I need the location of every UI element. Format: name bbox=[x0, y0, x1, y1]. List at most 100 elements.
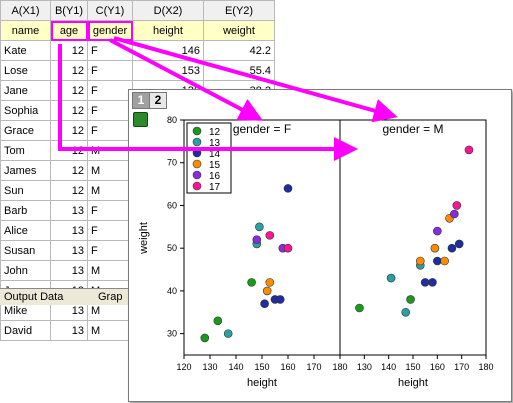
column-header-a[interactable]: A(X1) bbox=[0, 0, 51, 21]
x-tick-label: 140 bbox=[381, 362, 396, 372]
table-cell[interactable]: 13 bbox=[50, 200, 88, 221]
long-name-cell-gender[interactable]: gender bbox=[87, 20, 133, 41]
table-cell[interactable]: F bbox=[87, 120, 133, 141]
x-axis-label: height bbox=[398, 377, 428, 389]
table-cell[interactable]: 13 bbox=[50, 260, 88, 281]
table-row: Kate 12 F 146 42.2 bbox=[0, 40, 275, 61]
data-point-age-17 bbox=[452, 201, 462, 210]
long-name-cell-d[interactable]: height bbox=[132, 20, 204, 41]
column-header-d[interactable]: D(X2) bbox=[132, 0, 204, 21]
data-point-age-16 bbox=[433, 226, 442, 236]
tab-graph[interactable]: Grap bbox=[98, 291, 123, 303]
table-cell[interactable]: F bbox=[87, 80, 133, 101]
table-cell[interactable]: Sophia bbox=[0, 100, 51, 121]
table-cell[interactable]: Susan bbox=[0, 240, 51, 261]
table-cell[interactable]: M bbox=[87, 320, 133, 341]
y-tick-label: 60 bbox=[167, 200, 177, 210]
table-cell[interactable]: 12 bbox=[50, 60, 88, 81]
y-tick-label: 40 bbox=[167, 286, 177, 296]
column-header-c[interactable]: C(Y1) bbox=[87, 0, 133, 21]
table-cell[interactable]: M bbox=[87, 260, 133, 281]
table-cell[interactable]: Jane bbox=[0, 80, 51, 101]
long-name-row: name age gender height weight bbox=[0, 20, 275, 41]
table-cell[interactable]: Lose bbox=[0, 60, 51, 81]
column-header-e[interactable]: E(Y2) bbox=[203, 0, 275, 21]
table-cell[interactable]: 12 bbox=[50, 80, 88, 101]
table-cell[interactable]: Kate bbox=[0, 40, 51, 61]
y-tick-label: 80 bbox=[167, 115, 177, 125]
long-name-cell-a[interactable]: name bbox=[0, 20, 51, 41]
data-point-age-14 bbox=[433, 256, 442, 266]
tab-output-data[interactable]: Output Data bbox=[4, 291, 64, 303]
legend-marker-15 bbox=[192, 159, 202, 169]
table-cell[interactable]: F bbox=[87, 220, 133, 241]
table-cell[interactable]: Sun bbox=[0, 180, 51, 201]
column-header-b[interactable]: B(Y1) bbox=[50, 0, 88, 21]
x-tick-label: 120 bbox=[176, 362, 191, 372]
table-cell[interactable]: 12 bbox=[50, 100, 88, 121]
long-name-cell-age[interactable]: age bbox=[50, 20, 88, 41]
table-cell[interactable]: 12 bbox=[50, 40, 88, 61]
table-cell[interactable]: David bbox=[0, 320, 51, 341]
legend-label-15: 15 bbox=[209, 160, 221, 171]
x-axis-label: height bbox=[247, 377, 277, 389]
x-tick-label: 130 bbox=[357, 362, 372, 372]
table-cell[interactable]: 12 bbox=[50, 120, 88, 141]
x-tick-label: 160 bbox=[430, 362, 445, 372]
table-cell[interactable]: 153 bbox=[132, 60, 204, 81]
x-tick-label: 170 bbox=[454, 362, 469, 372]
table-cell[interactable]: 12 bbox=[50, 180, 88, 201]
table-row: Lose 12 F 153 55.4 bbox=[0, 60, 275, 81]
table-cell[interactable]: 42.2 bbox=[203, 40, 275, 61]
table-cell[interactable]: 12 bbox=[50, 160, 88, 181]
data-point-age-14 bbox=[275, 295, 285, 304]
table-cell[interactable]: F bbox=[87, 240, 133, 261]
table-cell[interactable]: M bbox=[87, 180, 133, 201]
data-point-age-12 bbox=[355, 303, 364, 313]
sheet-tabs: Output Data Grap bbox=[0, 288, 135, 305]
legend-marker-14 bbox=[192, 148, 202, 158]
y-axis-label: weight bbox=[138, 222, 150, 255]
long-name-cell-e[interactable]: weight bbox=[203, 20, 275, 41]
data-point-age-14 bbox=[260, 299, 269, 309]
data-point-age-13 bbox=[255, 222, 264, 232]
table-cell[interactable]: F bbox=[87, 60, 133, 81]
table-cell[interactable]: F bbox=[87, 100, 133, 121]
table-cell[interactable]: 55.4 bbox=[203, 60, 275, 81]
table-cell[interactable]: 13 bbox=[50, 320, 88, 341]
panel-title: gender = F bbox=[233, 122, 291, 136]
data-point-age-15 bbox=[262, 286, 272, 296]
table-cell[interactable]: Barb bbox=[0, 200, 51, 221]
x-tick-label: 160 bbox=[280, 362, 295, 372]
table-cell[interactable]: 13 bbox=[50, 220, 88, 241]
table-cell[interactable]: John bbox=[0, 260, 51, 281]
panel-title: gender = M bbox=[382, 122, 443, 136]
table-cell[interactable]: F bbox=[87, 40, 133, 61]
table-cell[interactable]: M bbox=[87, 140, 133, 161]
legend-label-17: 17 bbox=[209, 182, 221, 193]
table-cell[interactable]: M bbox=[87, 160, 133, 181]
data-point-age-13 bbox=[223, 329, 233, 338]
table-cell[interactable]: 12 bbox=[50, 140, 88, 161]
x-tick-label: 150 bbox=[405, 362, 420, 372]
legend-label-12: 12 bbox=[209, 127, 221, 138]
data-point-age-16 bbox=[450, 209, 459, 219]
table-cell[interactable]: James bbox=[0, 160, 51, 181]
data-point-age-15 bbox=[265, 278, 275, 287]
table-cell[interactable]: 146 bbox=[132, 40, 204, 61]
data-point-age-14 bbox=[283, 184, 293, 193]
x-tick-label: 170 bbox=[306, 362, 321, 372]
data-point-age-12 bbox=[213, 316, 223, 326]
panel-frame bbox=[339, 119, 487, 356]
table-cell[interactable]: 13 bbox=[50, 240, 88, 261]
data-point-age-12 bbox=[200, 333, 210, 343]
table-cell[interactable]: Tom bbox=[0, 140, 51, 161]
table-cell[interactable]: Grace bbox=[0, 120, 51, 141]
table-cell[interactable]: Alice bbox=[0, 220, 51, 241]
data-point-age-12 bbox=[247, 278, 256, 287]
legend-label-13: 13 bbox=[209, 138, 221, 149]
table-cell[interactable]: F bbox=[87, 200, 133, 221]
data-point-age-14 bbox=[447, 243, 457, 253]
y-tick-label: 30 bbox=[167, 329, 177, 339]
legend-marker-13 bbox=[192, 137, 202, 147]
